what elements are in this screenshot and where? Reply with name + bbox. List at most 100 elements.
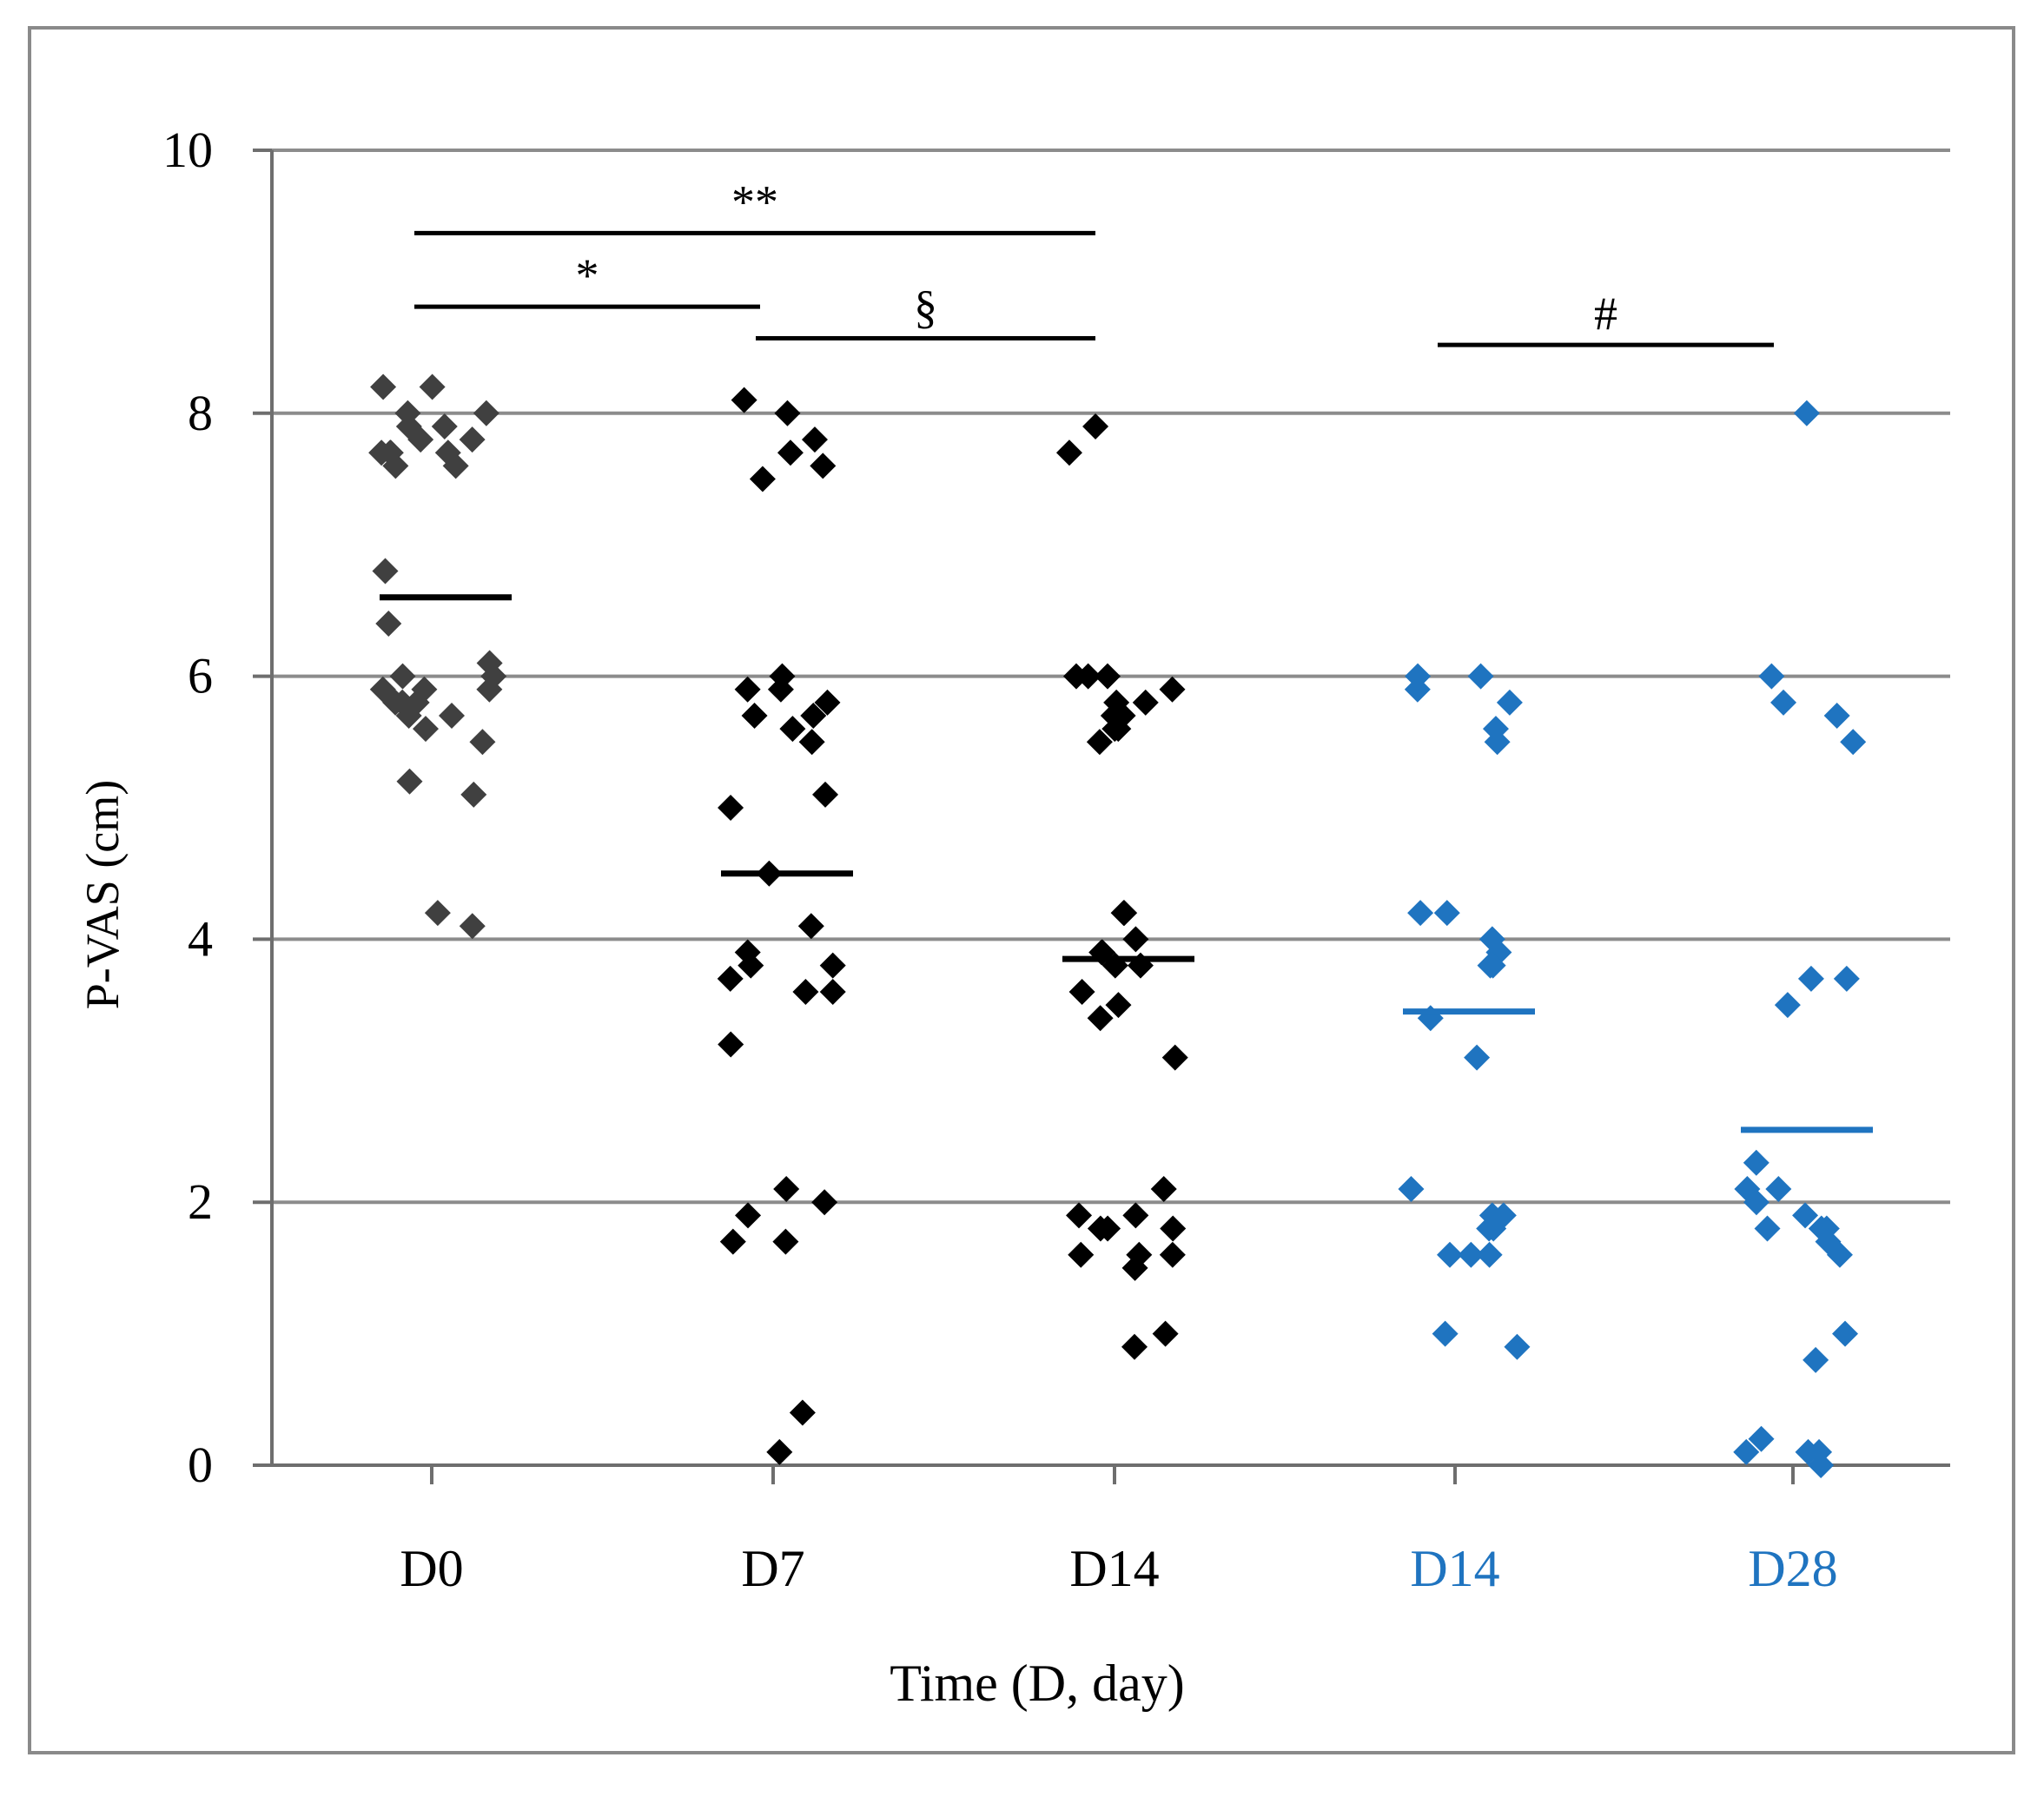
significance-label: * (576, 249, 599, 301)
data-point (1122, 926, 1149, 953)
data-point (1733, 1438, 1760, 1465)
data-point (382, 689, 409, 716)
data-point (476, 676, 503, 703)
data-point (419, 373, 446, 400)
data-point (1840, 729, 1867, 756)
y-axis-label: P-VAS (cm) (76, 780, 129, 1010)
data-point (779, 716, 806, 743)
data-point (459, 426, 486, 453)
y-tick-label: 10 (162, 122, 213, 178)
data-point (1797, 965, 1824, 992)
y-tick-label: 0 (188, 1437, 213, 1493)
data-point (1754, 1215, 1781, 1242)
data-point (1464, 1044, 1491, 1071)
significance-label: § (914, 281, 937, 334)
data-point (766, 1438, 793, 1465)
data-point (1833, 965, 1860, 992)
data-point (1160, 1215, 1187, 1242)
data-point (1832, 1320, 1859, 1347)
data-point (1068, 978, 1095, 1005)
data-point (1407, 900, 1434, 927)
data-point (1087, 1215, 1114, 1242)
data-point (1803, 1346, 1829, 1373)
data-point (797, 913, 824, 940)
data-point (1082, 413, 1109, 439)
data-point (1150, 1176, 1177, 1203)
data-point (1467, 663, 1494, 690)
significance-label: ** (731, 175, 778, 228)
data-point (1075, 663, 1101, 690)
data-point (1458, 1241, 1485, 1268)
data-point (1101, 716, 1128, 743)
data-point (1743, 1149, 1769, 1176)
data-point (1479, 952, 1506, 979)
data-point (1055, 439, 1082, 466)
data-point (811, 1189, 838, 1216)
data-point (819, 978, 846, 1005)
data-point (469, 729, 496, 756)
data-point (718, 1031, 744, 1058)
data-point (1111, 900, 1138, 927)
data-point (1743, 1189, 1769, 1216)
data-point (1826, 1241, 1853, 1268)
data-point (1122, 1202, 1149, 1229)
data-point (1159, 1241, 1186, 1268)
data-point (800, 703, 827, 730)
data-point (1066, 1202, 1093, 1229)
data-point (819, 952, 846, 979)
data-point (370, 373, 397, 400)
data-point (717, 965, 744, 992)
data-point (407, 426, 434, 453)
data-point (814, 689, 841, 716)
data-point (1161, 1044, 1188, 1071)
data-point (1159, 676, 1186, 703)
data-point (395, 703, 422, 730)
data-point (1132, 689, 1159, 716)
data-point (1432, 1320, 1459, 1347)
data-point (372, 558, 399, 585)
x-tick-label: D28 (1748, 1540, 1837, 1597)
data-point (741, 703, 768, 730)
data-point (801, 426, 828, 453)
x-tick-label: D14 (1069, 1540, 1159, 1597)
y-tick-label: 4 (188, 910, 213, 967)
mean-lines (380, 594, 1873, 1133)
data-point (389, 663, 416, 690)
data-point (1823, 703, 1850, 730)
data-point (382, 453, 409, 479)
data-point (719, 1228, 746, 1255)
data-point (1480, 1215, 1507, 1242)
data-point (731, 386, 757, 413)
data-point (1121, 1254, 1148, 1281)
data-point (1404, 676, 1431, 703)
data-point (1476, 1241, 1503, 1268)
y-tick-label: 6 (188, 648, 213, 704)
significance-brackets: ***§ # (414, 175, 1774, 347)
data-point (1095, 663, 1121, 690)
data-point (1068, 1241, 1095, 1268)
data-point (473, 400, 499, 426)
data-point (1121, 1333, 1148, 1360)
data-point (438, 703, 465, 730)
data-point (375, 611, 402, 638)
x-tick-label: D0 (400, 1540, 463, 1597)
data-point (773, 1176, 800, 1203)
data-point (1765, 1176, 1792, 1203)
data-point (1792, 1202, 1819, 1229)
data-point (1484, 729, 1511, 756)
data-point (1770, 689, 1797, 716)
x-tick-label: D7 (741, 1540, 804, 1597)
data-point (1504, 1333, 1531, 1360)
axes: 0 2 4 6 8 10 D0 D7 D14 D14 D28 (162, 122, 1950, 1597)
data-point (1496, 689, 1523, 716)
data-point (734, 676, 761, 703)
y-tick-label: 2 (188, 1173, 213, 1230)
data-point (459, 913, 486, 940)
data-point (798, 729, 825, 756)
data-point (774, 400, 801, 426)
chart-frame (28, 26, 2015, 1754)
data-point (749, 466, 776, 492)
data-point (735, 1202, 762, 1229)
data-point (412, 716, 439, 743)
